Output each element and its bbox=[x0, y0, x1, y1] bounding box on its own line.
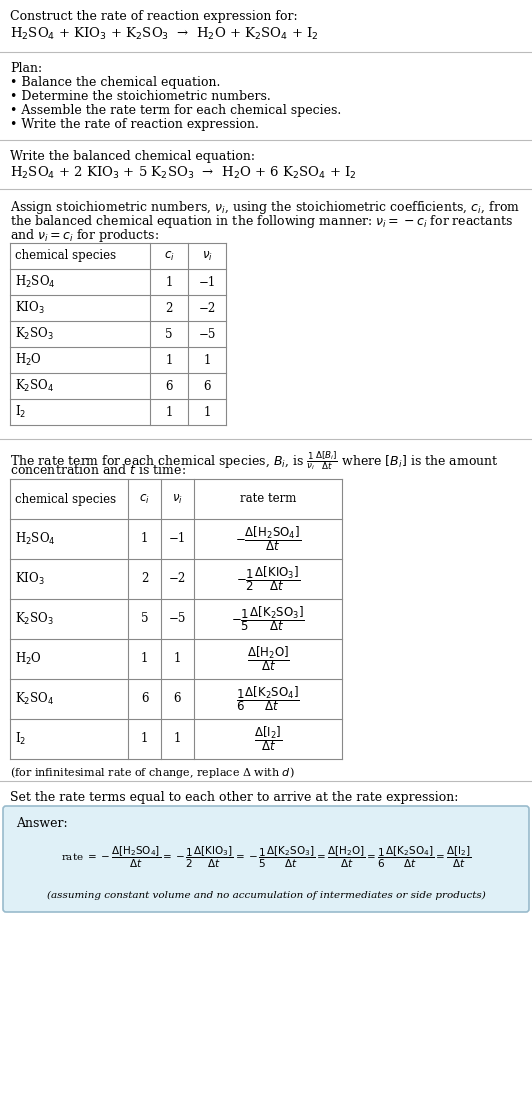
Text: H$_2$O: H$_2$O bbox=[15, 651, 42, 667]
Text: K$_2$SO$_3$: K$_2$SO$_3$ bbox=[15, 326, 54, 341]
Text: $\dfrac{\Delta[\mathrm{H_2O}]}{\Delta t}$: $\dfrac{\Delta[\mathrm{H_2O}]}{\Delta t}… bbox=[246, 645, 289, 673]
Text: 6: 6 bbox=[165, 379, 173, 393]
Text: $-\dfrac{1}{5}\dfrac{\Delta[\mathrm{K_2SO_3}]}{\Delta t}$: $-\dfrac{1}{5}\dfrac{\Delta[\mathrm{K_2S… bbox=[231, 605, 305, 634]
Text: KIO$_3$: KIO$_3$ bbox=[15, 300, 45, 316]
Text: $\dfrac{1}{6}\dfrac{\Delta[\mathrm{K_2SO_4}]}{\Delta t}$: $\dfrac{1}{6}\dfrac{\Delta[\mathrm{K_2SO… bbox=[236, 684, 300, 713]
Text: • Write the rate of reaction expression.: • Write the rate of reaction expression. bbox=[10, 118, 259, 131]
Text: 1: 1 bbox=[141, 653, 148, 665]
Text: Plan:: Plan: bbox=[10, 62, 42, 75]
Text: and $\nu_i = c_i$ for products:: and $\nu_i = c_i$ for products: bbox=[10, 227, 159, 244]
Text: Set the rate terms equal to each other to arrive at the rate expression:: Set the rate terms equal to each other t… bbox=[10, 791, 459, 804]
Text: 2: 2 bbox=[141, 573, 148, 586]
Text: $\nu_i$: $\nu_i$ bbox=[202, 250, 212, 262]
Text: rate term: rate term bbox=[240, 492, 296, 506]
Text: I$_2$: I$_2$ bbox=[15, 731, 26, 747]
Text: 1: 1 bbox=[165, 276, 173, 289]
Text: 5: 5 bbox=[165, 327, 173, 340]
Text: −2: −2 bbox=[198, 301, 215, 315]
Text: KIO$_3$: KIO$_3$ bbox=[15, 571, 45, 587]
Text: $c_i$: $c_i$ bbox=[139, 492, 150, 506]
Text: H$_2$SO$_4$: H$_2$SO$_4$ bbox=[15, 273, 55, 290]
Text: 1: 1 bbox=[174, 732, 181, 745]
Text: $-\dfrac{1}{2}\dfrac{\Delta[\mathrm{KIO_3}]}{\Delta t}$: $-\dfrac{1}{2}\dfrac{\Delta[\mathrm{KIO_… bbox=[236, 565, 300, 594]
Text: K$_2$SO$_4$: K$_2$SO$_4$ bbox=[15, 378, 54, 394]
Text: chemical species: chemical species bbox=[15, 492, 116, 506]
Text: 1: 1 bbox=[203, 354, 211, 366]
Text: 1: 1 bbox=[165, 354, 173, 366]
Text: Answer:: Answer: bbox=[16, 817, 68, 830]
Text: concentration and $t$ is time:: concentration and $t$ is time: bbox=[10, 463, 186, 477]
Text: K$_2$SO$_4$: K$_2$SO$_4$ bbox=[15, 691, 54, 708]
Text: 1: 1 bbox=[141, 732, 148, 745]
Text: $c_i$: $c_i$ bbox=[164, 250, 174, 262]
Text: $\nu_i$: $\nu_i$ bbox=[172, 492, 183, 506]
Text: H$_2$SO$_4$: H$_2$SO$_4$ bbox=[15, 531, 55, 547]
Text: H$_2$SO$_4$ + 2 KIO$_3$ + 5 K$_2$SO$_3$  →  H$_2$O + 6 K$_2$SO$_4$ + I$_2$: H$_2$SO$_4$ + 2 KIO$_3$ + 5 K$_2$SO$_3$ … bbox=[10, 165, 357, 181]
Text: 1: 1 bbox=[165, 405, 173, 418]
Text: Write the balanced chemical equation:: Write the balanced chemical equation: bbox=[10, 150, 255, 163]
FancyBboxPatch shape bbox=[3, 806, 529, 912]
Text: (for infinitesimal rate of change, replace Δ with $d$): (for infinitesimal rate of change, repla… bbox=[10, 764, 295, 780]
Text: rate $= -\dfrac{\Delta[\mathrm{H_2SO_4}]}{\Delta t} = -\dfrac{1}{2}\dfrac{\Delta: rate $= -\dfrac{\Delta[\mathrm{H_2SO_4}]… bbox=[61, 845, 471, 869]
Text: I$_2$: I$_2$ bbox=[15, 404, 26, 420]
Text: −5: −5 bbox=[198, 327, 215, 340]
Text: • Balance the chemical equation.: • Balance the chemical equation. bbox=[10, 76, 220, 89]
Text: $\dfrac{\Delta[\mathrm{I_2}]}{\Delta t}$: $\dfrac{\Delta[\mathrm{I_2}]}{\Delta t}$ bbox=[254, 724, 282, 753]
Text: • Determine the stoichiometric numbers.: • Determine the stoichiometric numbers. bbox=[10, 90, 271, 103]
Text: $-\dfrac{\Delta[\mathrm{H_2SO_4}]}{\Delta t}$: $-\dfrac{\Delta[\mathrm{H_2SO_4}]}{\Delt… bbox=[235, 525, 301, 554]
Text: the balanced chemical equation in the following manner: $\nu_i = -c_i$ for react: the balanced chemical equation in the fo… bbox=[10, 213, 513, 230]
Text: K$_2$SO$_3$: K$_2$SO$_3$ bbox=[15, 610, 54, 627]
Text: 6: 6 bbox=[141, 693, 148, 705]
Text: H$_2$O: H$_2$O bbox=[15, 352, 42, 368]
Text: 6: 6 bbox=[174, 693, 181, 705]
Text: H$_2$SO$_4$ + KIO$_3$ + K$_2$SO$_3$  →  H$_2$O + K$_2$SO$_4$ + I$_2$: H$_2$SO$_4$ + KIO$_3$ + K$_2$SO$_3$ → H$… bbox=[10, 26, 319, 42]
Text: 1: 1 bbox=[174, 653, 181, 665]
Text: Construct the rate of reaction expression for:: Construct the rate of reaction expressio… bbox=[10, 10, 297, 23]
Text: chemical species: chemical species bbox=[15, 250, 116, 262]
Text: −5: −5 bbox=[169, 613, 186, 625]
Text: 5: 5 bbox=[141, 613, 148, 625]
Text: −1: −1 bbox=[169, 532, 186, 546]
Text: 1: 1 bbox=[141, 532, 148, 546]
Text: −1: −1 bbox=[198, 276, 215, 289]
Text: Assign stoichiometric numbers, $\nu_i$, using the stoichiometric coefficients, $: Assign stoichiometric numbers, $\nu_i$, … bbox=[10, 199, 520, 217]
Text: 2: 2 bbox=[165, 301, 173, 315]
Text: 1: 1 bbox=[203, 405, 211, 418]
Text: • Assemble the rate term for each chemical species.: • Assemble the rate term for each chemic… bbox=[10, 104, 341, 117]
Text: −2: −2 bbox=[169, 573, 186, 586]
Text: The rate term for each chemical species, $B_i$, is $\frac{1}{\nu_i}\frac{\Delta[: The rate term for each chemical species,… bbox=[10, 449, 498, 472]
Text: 6: 6 bbox=[203, 379, 211, 393]
Text: (assuming constant volume and no accumulation of intermediates or side products): (assuming constant volume and no accumul… bbox=[47, 891, 485, 901]
